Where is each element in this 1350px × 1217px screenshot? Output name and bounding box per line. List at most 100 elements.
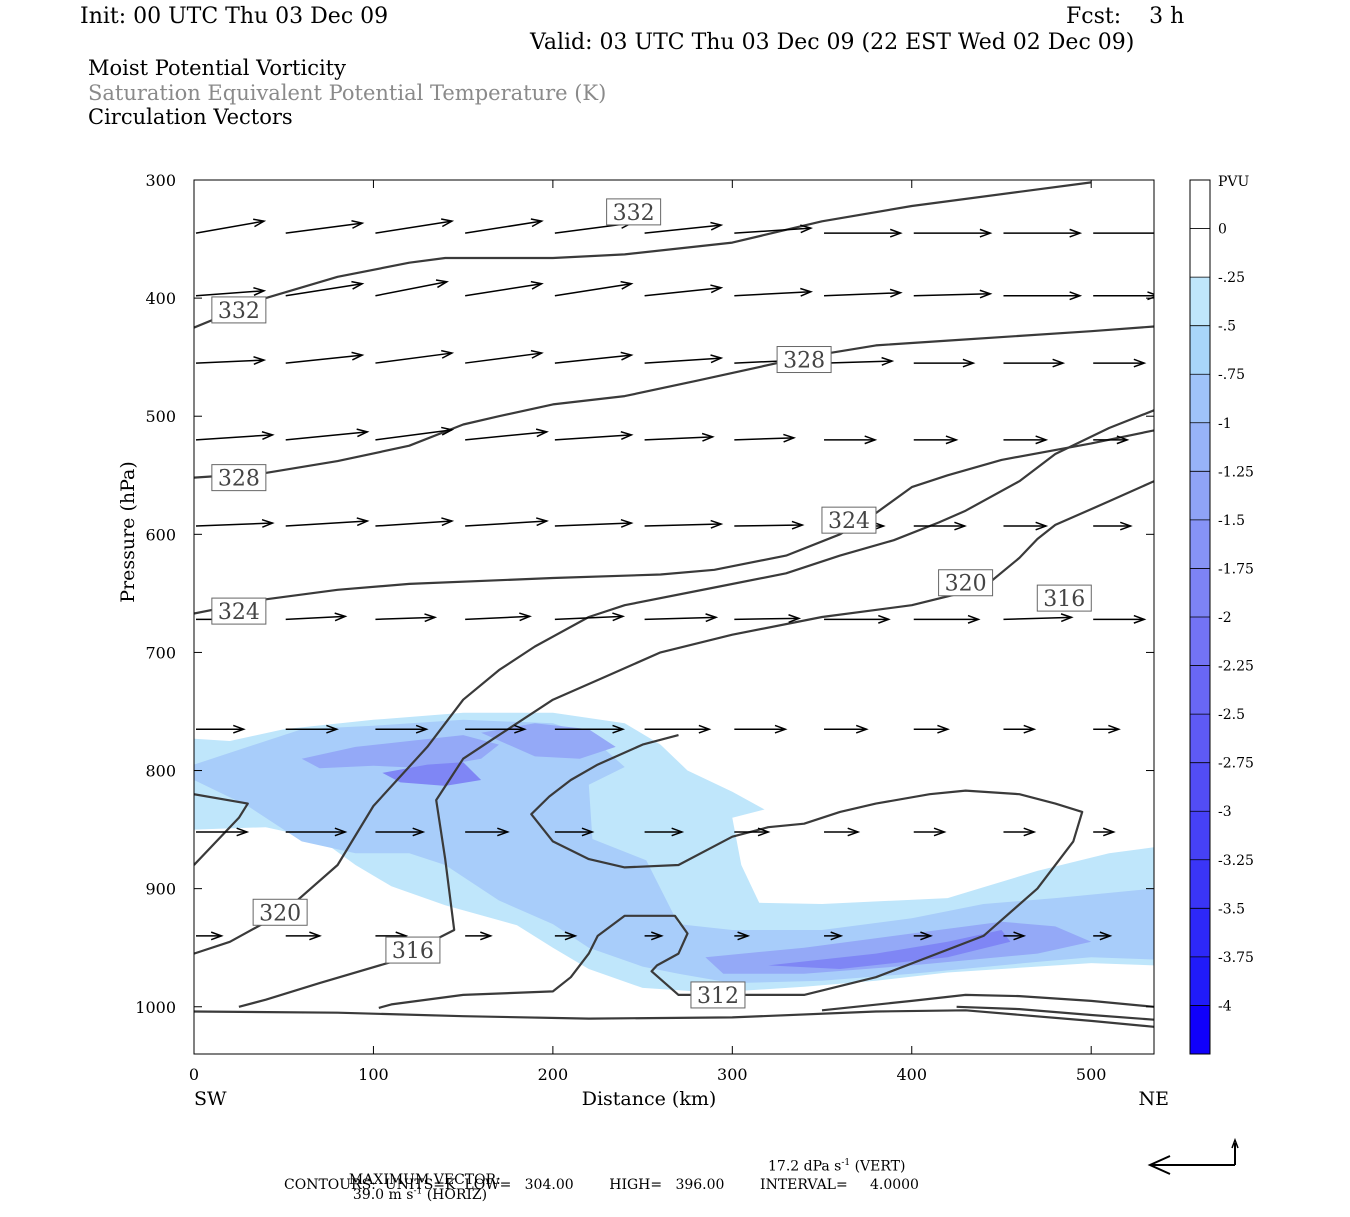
contour-label: 328: [776, 346, 832, 374]
circulation-vector: [195, 356, 267, 365]
y-tick-label: 500: [145, 407, 176, 426]
circulation-vector: [734, 724, 788, 734]
colorbar-swatch: [1190, 762, 1210, 812]
theta-e-contour: [194, 429, 1154, 615]
plot-frame: [193, 179, 1155, 1055]
circulation-vector: [1003, 827, 1037, 837]
circulation-vector: [1003, 724, 1037, 734]
contour-label: 316: [1036, 584, 1092, 612]
circulation-vector: [375, 827, 426, 837]
contour-label: 332: [211, 296, 267, 324]
circulation-vector: [644, 354, 724, 364]
theta-e-contour: [821, 993, 1154, 1012]
svg-text:316: 316: [392, 939, 434, 964]
max-vector-vert: 17.2 dPa s-1 (VERT): [768, 1158, 906, 1175]
init-time: Init: 00 UTC Thu 03 Dec 09: [80, 4, 389, 29]
colorbar-swatch: [1190, 228, 1210, 278]
colorbar-tick-label: -.75: [1218, 367, 1245, 383]
contour-label: 328: [211, 464, 267, 492]
svg-text:328: 328: [783, 349, 825, 374]
circulation-vector: [644, 724, 712, 734]
circulation-vector: [734, 931, 751, 941]
circulation-vector: [1003, 358, 1066, 368]
circulation-vector: [824, 614, 891, 624]
circulation-vector: [465, 218, 544, 234]
circulation-vector: [375, 426, 455, 441]
colorbar-tick-label: -1.25: [1218, 464, 1254, 480]
circulation-vector: [554, 724, 626, 734]
valid-time: Valid: 03 UTC Thu 03 Dec 09 (22 EST Wed …: [530, 30, 1135, 55]
y-tick-label: 1000: [135, 998, 176, 1017]
circulation-vector: [913, 521, 967, 531]
circulation-vector: [644, 432, 715, 442]
circulation-vector: [554, 827, 595, 837]
circulation-vector: [285, 517, 370, 527]
reference-vector-icon: [1147, 1137, 1239, 1175]
circulation-vector: [375, 279, 449, 297]
svg-text:312: 312: [697, 984, 739, 1009]
colorbar-tick-label: -3.25: [1218, 853, 1254, 869]
circulation-vector: [195, 218, 267, 234]
theta-e-contour: [194, 1009, 1154, 1028]
circulation-vector: [734, 520, 805, 530]
circulation-vector: [644, 519, 724, 529]
circulation-vector: [1093, 724, 1121, 734]
circulation-vector: [554, 431, 634, 441]
colorbar-swatch: [1190, 568, 1210, 617]
theta-e-contour: [194, 409, 1154, 955]
circulation-vector: [913, 724, 950, 734]
circulation-vector: [824, 288, 903, 298]
circulation-vector: [1093, 435, 1130, 445]
circulation-vector: [554, 280, 634, 297]
circulation-vector: [734, 614, 802, 623]
contour-info-line: CONTOURS: UNITS=K LOW= 304.00 HIGH= 396.…: [284, 1177, 919, 1193]
circulation-vector: [465, 724, 527, 734]
colorbar-swatch: [1190, 859, 1210, 909]
contour-label: 332: [606, 198, 662, 226]
y-tick-label: 300: [145, 171, 176, 190]
circulation-vector: [195, 518, 275, 528]
circulation-vector: [734, 287, 814, 297]
circulation-vector: [285, 428, 370, 441]
colorbar-tick-label: -3.5: [1218, 901, 1245, 917]
circulation-vector: [1003, 931, 1027, 941]
circulation-vector: [1093, 614, 1147, 624]
circulation-vector: [465, 827, 510, 837]
circulation-vector: [285, 280, 365, 297]
x-tick-label: 500: [1076, 1065, 1107, 1084]
max-vector-label: MAXIMUM VECTOR:: [348, 1172, 501, 1188]
circulation-vector: [465, 280, 544, 297]
colorbar-tick-label: -2.5: [1218, 707, 1245, 723]
contour-layer: [194, 181, 1154, 1028]
circulation-vector: [375, 613, 438, 623]
pv-fill-layer: [194, 712, 1154, 993]
circulation-vector: [554, 518, 634, 528]
svg-text:324: 324: [218, 600, 260, 625]
circulation-vector: [913, 614, 981, 624]
circulation-vector: [824, 724, 869, 734]
circulation-vector: [913, 289, 993, 299]
circulation-vector: [644, 827, 685, 837]
circulation-vector: [285, 931, 322, 941]
contour-label: 324: [211, 597, 267, 625]
circulation-vector: [195, 431, 275, 441]
x-tick-label: 300: [717, 1065, 748, 1084]
x-end-label-left: SW: [194, 1088, 227, 1110]
contour-label-layer: 332 332 328 328 324 324 320 316 320 316 312: [211, 198, 1092, 1009]
circulation-vector: [824, 931, 844, 941]
colorbar-swatch: [1190, 374, 1210, 423]
x-tick-label: 0: [189, 1065, 199, 1084]
contour-label: 320: [938, 569, 994, 597]
y-tick-label: 600: [145, 525, 176, 544]
circulation-vector: [196, 931, 224, 941]
svg-text:320: 320: [945, 572, 987, 597]
x-end-label-right: NE: [1139, 1088, 1170, 1110]
y-tick-label: 700: [145, 643, 176, 662]
circulation-vector: [1093, 827, 1116, 837]
circulation-vector: [465, 931, 493, 941]
circulation-vector: [465, 517, 549, 527]
colorbar-unit-label: PVU: [1218, 174, 1250, 190]
pv-fill-region: [768, 930, 1011, 969]
circulation-vector: [196, 724, 246, 734]
circulation-vector: [824, 228, 903, 238]
